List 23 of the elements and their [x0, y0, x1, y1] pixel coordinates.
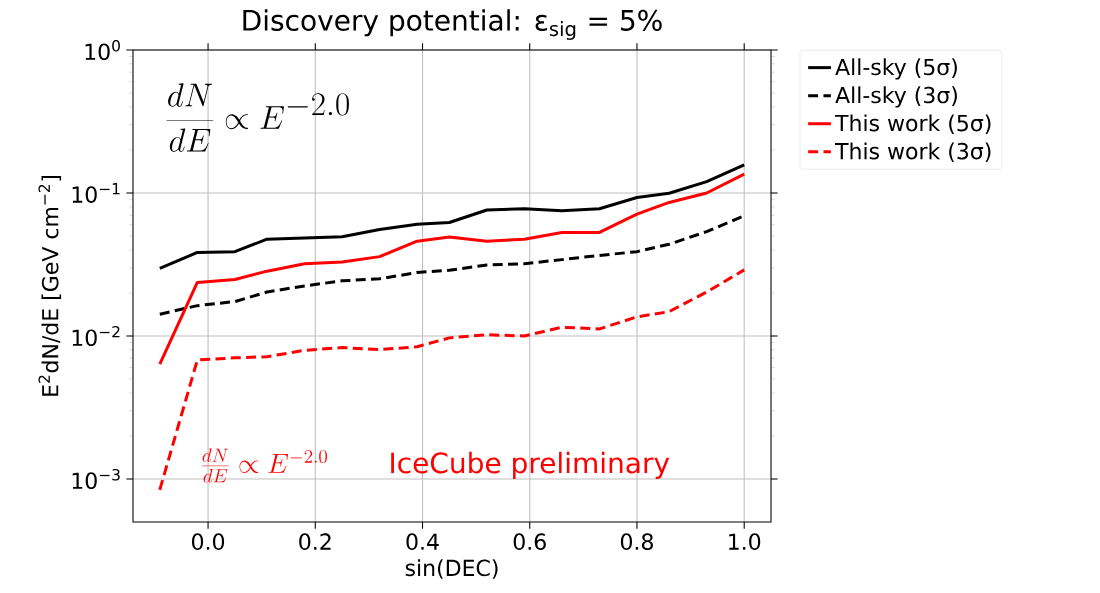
- chart-title: Discovery potential: ε$_{sig}$ = 5%: [243, 9, 662, 40]
- line-series: [158, 163, 746, 270]
- annotation: $\frac{dN}{dE}\propto E^{-2.0}$: [201, 448, 327, 483]
- y-tick-label: 10$^{0}$: [85, 39, 120, 61]
- y-tick-label: 10$^{−1}$: [72, 183, 120, 203]
- y-axis-title: E$^{2}$dN/dE [GeV cm$^{−2}$]: [38, 176, 62, 396]
- x-axis-title: sin(DEC): [405, 559, 498, 579]
- annotation: $\frac{dN}{dE}\propto E^{-2.0}$: [166, 83, 349, 152]
- annotation: IceCube preliminary: [391, 451, 670, 479]
- y-tick-label: 10$^{−2}$: [72, 325, 120, 347]
- x-tick-label: 0.6: [513, 533, 546, 550]
- y-tick-label: 10$^{−3}$: [72, 468, 120, 490]
- x-tick-label: 0.0: [192, 533, 225, 550]
- legend-label: This work (5σ): [835, 114, 991, 134]
- x-tick-label: 0.8: [620, 533, 653, 550]
- line-series: [158, 268, 746, 492]
- legend-label: This work (3σ): [835, 142, 991, 163]
- x-tick-label: 0.2: [299, 533, 331, 550]
- legend-label: All-sky (5σ): [835, 58, 957, 80]
- line-series: [158, 172, 746, 366]
- x-tick-label: 1.0: [729, 533, 761, 550]
- x-tick-label: 0.4: [406, 533, 439, 550]
- legend-label: All-sky (3σ): [835, 86, 957, 108]
